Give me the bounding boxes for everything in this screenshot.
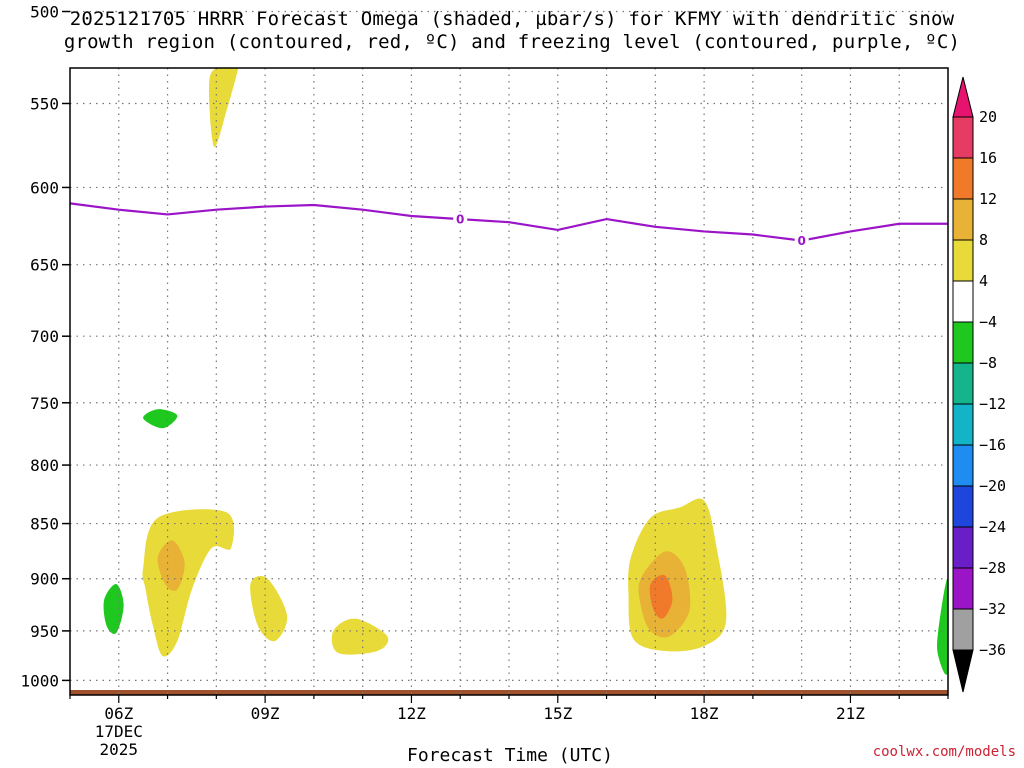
omega-region-2 [208, 68, 239, 147]
y-axis: 2503003504004505005506006507007508008509… [20, 3, 70, 690]
colorbar-label: −8 [979, 354, 997, 372]
colorbar-swatch [952, 444, 974, 487]
colorbar-label: 16 [979, 149, 997, 167]
x-tick-label: 21Z [836, 704, 865, 723]
colorbar-swatch [952, 239, 974, 282]
colorbar-swatch [952, 526, 974, 569]
colorbar-swatch [952, 567, 974, 610]
colorbar-label: −12 [979, 395, 1006, 413]
colorbar-swatch [952, 403, 974, 446]
omega-shading [103, 68, 948, 675]
contour-label-bg [794, 233, 809, 248]
x-tick-label: 15Z [543, 704, 572, 723]
x-axis-title: Forecast Time (UTC) [407, 745, 613, 766]
y-tick-label: 700 [30, 327, 59, 346]
colorbar-label: 4 [979, 272, 988, 290]
contour-line-0 [69, 202, 948, 242]
contour-label-bg [453, 212, 468, 227]
colorbar-label: −28 [979, 559, 1006, 577]
y-tick-label: 600 [30, 178, 59, 197]
x-tick-label: 06Z [104, 704, 133, 723]
colorbar-swatch [952, 362, 974, 405]
colorbar-label: −24 [979, 518, 1006, 536]
x-tick-sublabel: 17DEC [95, 722, 143, 741]
grid-lines [70, 10, 948, 695]
credit-link[interactable]: coolwx.com/models [872, 744, 1016, 760]
colorbar-label: 20 [979, 108, 997, 126]
omega-region-8 [331, 618, 389, 655]
y-tick-label: 850 [30, 515, 59, 534]
x-tick-label: 09Z [251, 704, 280, 723]
colorbar-label: −20 [979, 477, 1006, 495]
colorbar-bottom-arrow [952, 649, 974, 693]
omega-region-10 [157, 540, 185, 591]
x-tick-label: 12Z [397, 704, 426, 723]
y-tick-label: 900 [30, 570, 59, 589]
colorbar-swatch [952, 280, 974, 323]
colorbar-label: −36 [979, 641, 1006, 659]
omega-region-15 [143, 409, 178, 429]
chart-title-line-1: 2025121705 HRRR Forecast Omega (shaded, … [69, 8, 955, 30]
omega-region-6 [142, 509, 235, 657]
colorbar-label: −32 [979, 600, 1006, 618]
colorbar-label: −4 [979, 313, 997, 331]
colorbar-top-arrow [952, 76, 974, 118]
y-tick-label: 750 [30, 394, 59, 413]
colorbar-swatch [952, 198, 974, 241]
omega-region-7 [250, 576, 288, 642]
omega-region-17 [937, 578, 948, 675]
omega-region-16 [103, 584, 124, 635]
y-tick-label: 950 [30, 622, 59, 641]
y-tick-label: 650 [30, 256, 59, 275]
colorbar-label: 12 [979, 190, 997, 208]
contour-label-0: 0 [797, 234, 805, 248]
contours: −18−18−18−12−1200 [69, 202, 948, 248]
contour-label-0: 0 [456, 213, 464, 227]
y-tick-label: 550 [30, 94, 59, 113]
colorbar-swatch [952, 608, 974, 651]
y-tick-label: 1000 [20, 671, 59, 690]
colorbar-label: −16 [979, 436, 1006, 454]
y-tick-label: 500 [30, 3, 59, 22]
colorbar-label: 8 [979, 231, 988, 249]
x-tick-sublabel: 2025 [100, 740, 139, 759]
colorbar-swatch [952, 321, 974, 364]
colorbar: 20 16 12 8 4 −4 −8 −12 −16 −20 −24 −28 −32 −36 [952, 76, 1006, 693]
y-tick-label: 800 [30, 456, 59, 475]
x-tick-label: 18Z [690, 704, 719, 723]
colorbar-swatch [952, 485, 974, 528]
colorbar-swatch [952, 157, 974, 200]
chart-title-line-2: growth region (contoured, red, ºC) and f… [63, 31, 961, 53]
colorbar-swatch [952, 116, 974, 159]
